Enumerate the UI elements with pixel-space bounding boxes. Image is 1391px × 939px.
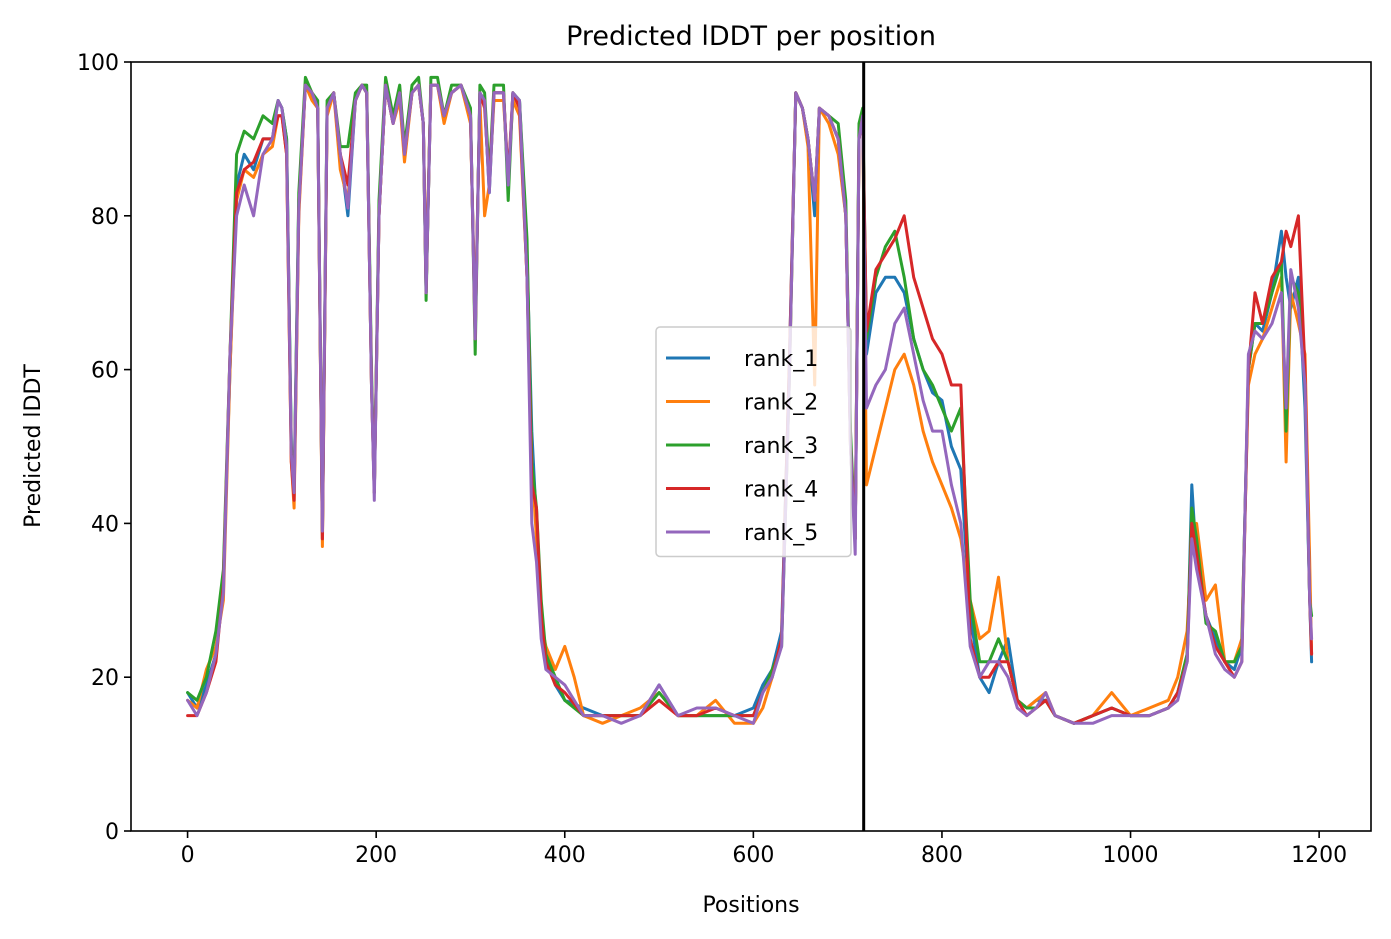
x-tick-label: 400 xyxy=(544,843,586,868)
y-tick-label: 60 xyxy=(91,359,119,384)
y-axis-title: Predicted lDDT xyxy=(21,364,46,528)
x-tick-label: 800 xyxy=(921,843,963,868)
y-tick-label: 40 xyxy=(91,512,119,537)
y-tick-label: 0 xyxy=(105,820,119,845)
x-axis-title: Positions xyxy=(702,893,799,918)
legend-label-rank_4: rank_4 xyxy=(744,478,818,503)
x-axis: 0 200 400 600 800 1000 1200 xyxy=(181,831,1347,868)
x-tick-label: 200 xyxy=(355,843,397,868)
y-tick-label: 100 xyxy=(77,51,119,76)
x-tick-label: 1000 xyxy=(1103,843,1159,868)
chart-title: Predicted lDDT per position xyxy=(566,21,936,52)
y-tick-label: 20 xyxy=(91,666,119,691)
series-line-rank_5 xyxy=(186,83,1314,725)
x-tick-label: 0 xyxy=(181,843,195,868)
x-tick-label: 600 xyxy=(732,843,774,868)
plot-frame xyxy=(130,61,1372,832)
legend-label-rank_3: rank_3 xyxy=(744,434,818,459)
plot-lines xyxy=(186,75,1314,725)
x-tick-label: 1200 xyxy=(1291,843,1347,868)
legend-label-rank_2: rank_2 xyxy=(744,391,818,416)
y-tick-label: 80 xyxy=(91,205,119,230)
legend: rank_1 rank_2 rank_3 rank_4 rank_5 xyxy=(655,326,852,558)
legend-label-rank_1: rank_1 xyxy=(744,347,818,372)
legend-label-rank_5: rank_5 xyxy=(744,521,818,546)
legend-box xyxy=(655,326,852,558)
y-axis: 0 20 40 60 80 100 xyxy=(77,51,131,845)
